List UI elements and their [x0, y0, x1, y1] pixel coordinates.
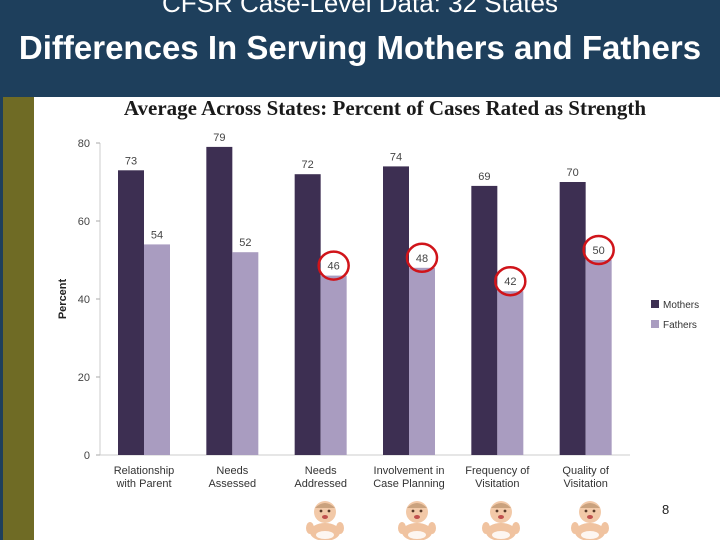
- x-tick-label: Case Planning: [373, 478, 445, 490]
- left-edge-stripe: [0, 97, 3, 540]
- y-tick-label: 80: [78, 138, 90, 150]
- x-tick-label: Visitation: [475, 478, 519, 490]
- x-tick-label: Relationship: [114, 465, 175, 477]
- data-label: 79: [213, 132, 225, 144]
- chart-subtitle: Average Across States: Percent of Cases …: [123, 96, 647, 120]
- x-tick-label: Assessed: [208, 478, 256, 490]
- bar-mothers: [206, 146, 233, 455]
- data-label: 54: [151, 229, 163, 241]
- baby-icon: [568, 498, 612, 541]
- data-label: 73: [125, 155, 137, 167]
- x-tick-label: Involvement in: [374, 465, 445, 477]
- x-tick-label: Addressed: [294, 478, 347, 490]
- bar-fathers: [497, 291, 524, 455]
- data-label: 69: [478, 171, 490, 183]
- data-label: 42: [504, 276, 516, 288]
- x-tick-label: Needs: [216, 465, 248, 477]
- slide-title: Differences In Serving Mothers and Fathe…: [18, 29, 702, 66]
- legend-swatch-fathers: [651, 320, 659, 328]
- highlight-circle: [405, 242, 439, 274]
- bar-mothers: [294, 174, 321, 455]
- baby-icon: [479, 498, 523, 541]
- bar-mothers: [383, 166, 409, 455]
- bar-mothers: [559, 182, 586, 455]
- bar-fathers: [585, 260, 612, 455]
- data-label: 52: [239, 237, 251, 249]
- data-label: 70: [567, 167, 579, 179]
- data-label: 74: [390, 151, 402, 163]
- y-axis-label: Percent: [57, 278, 69, 319]
- legend-swatch-mothers: [651, 300, 659, 308]
- bar-fathers: [409, 267, 435, 455]
- bar-chart: 0 20 40 60 80 Percent 73 79 72 74 69 70 54 52 46 48 42 50…: [57, 132, 699, 490]
- x-tick-label: Visitation: [563, 478, 607, 490]
- y-tick-label: 60: [78, 216, 90, 228]
- y-tick-label: 20: [78, 372, 90, 384]
- bar-mothers: [471, 185, 498, 455]
- x-tick-label: Quality of: [562, 465, 609, 477]
- x-tick-label: Frequency of: [465, 465, 530, 477]
- x-tick-label: with Parent: [115, 478, 171, 490]
- data-label: 48: [416, 253, 428, 265]
- bar-fathers: [320, 275, 347, 455]
- slide-title-overflow: CFSR Case-Level Data: 32 States: [162, 0, 558, 18]
- legend-label-fathers: Fathers: [663, 320, 697, 331]
- page-number: 8: [662, 502, 670, 517]
- y-tick-label: 0: [84, 450, 90, 462]
- data-label: 50: [593, 245, 605, 257]
- data-label: 72: [302, 159, 314, 171]
- highlight-circle: [317, 250, 350, 281]
- title-banner: CFSR Case-Level Data: 32 States Differen…: [0, 0, 720, 97]
- data-label: 46: [328, 261, 340, 273]
- bar-fathers: [144, 244, 170, 455]
- bar-fathers: [232, 252, 259, 455]
- highlight-circle: [582, 234, 615, 266]
- highlight-circle: [494, 265, 527, 297]
- baby-icon: [303, 498, 347, 541]
- baby-icon: [395, 498, 439, 541]
- left-sidebar: [0, 97, 34, 540]
- legend-label-mothers: Mothers: [663, 300, 699, 311]
- y-tick-label: 40: [78, 294, 90, 306]
- bar-mothers: [118, 170, 144, 456]
- x-tick-label: Needs: [305, 465, 337, 477]
